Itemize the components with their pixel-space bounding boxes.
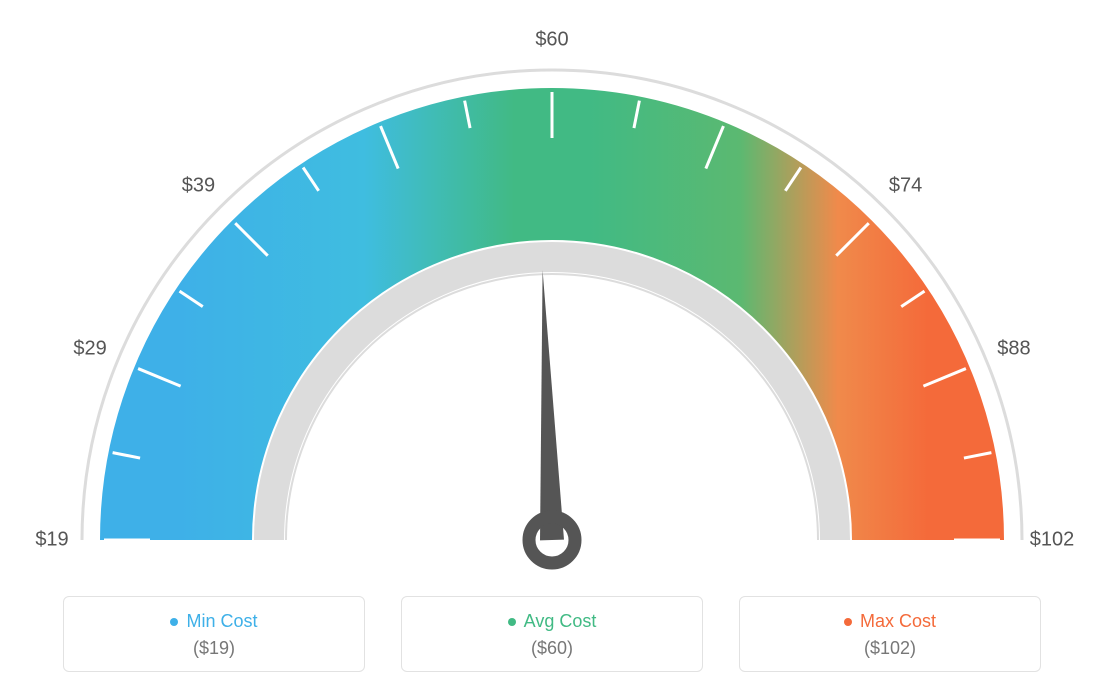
legend-value-max: ($102) bbox=[740, 638, 1040, 659]
legend-label-avg: Avg Cost bbox=[524, 611, 597, 632]
tick-label: $88 bbox=[997, 337, 1030, 360]
legend-value-avg: ($60) bbox=[402, 638, 702, 659]
legend-dot-max bbox=[844, 618, 852, 626]
tick-label: $60 bbox=[535, 29, 568, 52]
tick-label: $74 bbox=[889, 175, 922, 198]
tick-label: $39 bbox=[182, 175, 215, 198]
tick-label: $19 bbox=[35, 529, 68, 552]
legend-title-avg: Avg Cost bbox=[508, 611, 597, 632]
legend-row: Min Cost ($19) Avg Cost ($60) Max Cost (… bbox=[0, 596, 1104, 672]
legend-card-min: Min Cost ($19) bbox=[63, 596, 365, 672]
legend-label-max: Max Cost bbox=[860, 611, 936, 632]
legend-title-max: Max Cost bbox=[844, 611, 936, 632]
tick-label: $102 bbox=[1030, 529, 1075, 552]
legend-label-min: Min Cost bbox=[186, 611, 257, 632]
legend-card-avg: Avg Cost ($60) bbox=[401, 596, 703, 672]
legend-card-max: Max Cost ($102) bbox=[739, 596, 1041, 672]
gauge-svg bbox=[0, 0, 1104, 580]
legend-value-min: ($19) bbox=[64, 638, 364, 659]
legend-dot-avg bbox=[508, 618, 516, 626]
cost-gauge-chart: $19 $29 $39 $60 $74 $88 $102 Min Cost ($19) Av… bbox=[0, 0, 1104, 690]
legend-title-min: Min Cost bbox=[170, 611, 257, 632]
tick-label: $29 bbox=[73, 337, 106, 360]
gauge-area: $19 $29 $39 $60 $74 $88 $102 bbox=[0, 0, 1104, 580]
legend-dot-min bbox=[170, 618, 178, 626]
